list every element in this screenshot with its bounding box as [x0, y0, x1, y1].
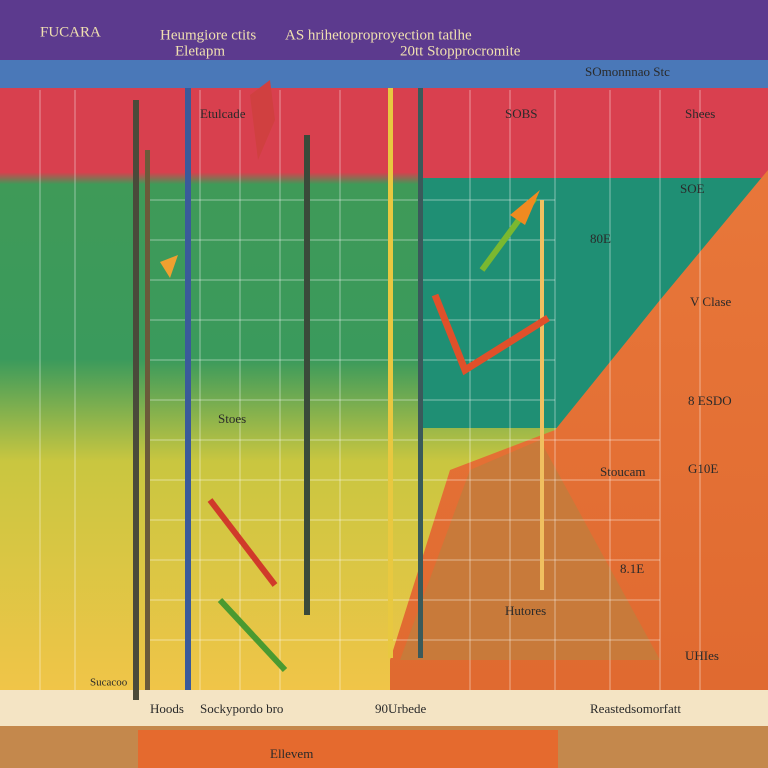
grid	[39, 90, 701, 690]
title-left: Heumgiore ctits	[160, 27, 256, 43]
subtitle-left: Eletapm	[175, 43, 225, 59]
footer-item: Reastedsomorfatt	[590, 701, 681, 716]
label: Stoucam	[600, 464, 646, 479]
header: FUCARA Heumgiore ctits Eletapm AS hrihet…	[40, 24, 670, 79]
arrows	[160, 80, 550, 673]
label: 80E	[590, 231, 611, 246]
badge: FUCARA	[40, 24, 101, 40]
label: Stoes	[218, 411, 246, 426]
label: Hutores	[505, 603, 546, 618]
vertical-bars	[133, 88, 544, 700]
footer-item: Hoods	[150, 701, 184, 716]
footer-item: Sockypordo bro	[200, 701, 283, 716]
title-right: AS hrihetoproproyection tatlhe	[285, 27, 472, 43]
labels: Etulcade SOBS Shees SOE 80E Stoes V Clas…	[200, 106, 732, 663]
label: 8 ESDO	[688, 393, 732, 408]
label: SOE	[680, 181, 705, 196]
footer: Sucacoo Hoods Sockypordo bro 90Urbede Re…	[90, 677, 681, 761]
label: Etulcade	[200, 106, 246, 121]
footer-bottom: Ellevem	[270, 746, 313, 761]
footer-note: Sucacoo	[90, 677, 128, 689]
footer-item: 90Urbede	[375, 701, 426, 716]
subtitle-right: 20tt Stopprocromite	[400, 43, 521, 59]
label: Shees	[685, 106, 715, 121]
label: G10E	[688, 461, 718, 476]
label: 8.1E	[620, 561, 644, 576]
top-right-label: SOmonnnao Stc	[585, 64, 670, 79]
label: UHIes	[685, 648, 719, 663]
label: V Clase	[690, 294, 732, 309]
label: SOBS	[505, 106, 538, 121]
